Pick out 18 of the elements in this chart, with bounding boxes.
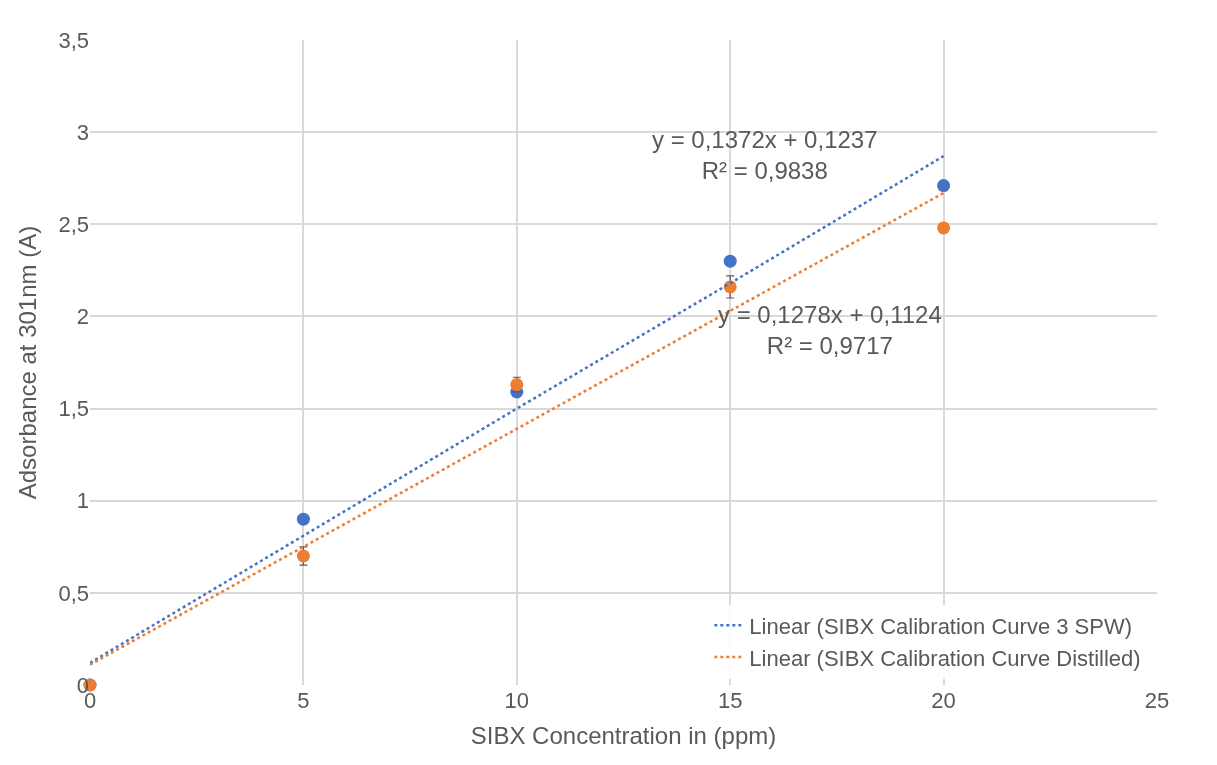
annotation: y = 0,1278x + 0,1124 R² = 0,9717 bbox=[718, 301, 942, 360]
y-tick-label: 1,5 bbox=[58, 396, 89, 422]
x-tick-label: 5 bbox=[297, 688, 310, 713]
y-tick-label: 2 bbox=[76, 304, 89, 330]
legend-label: Linear (SIBX Calibration Curve 3 SPW) bbox=[749, 613, 1133, 639]
legend-label: Linear (SIBX Calibration Curve Distilled) bbox=[749, 645, 1141, 671]
y-tick-label: 3,5 bbox=[58, 27, 89, 53]
x-tick-label: 20 bbox=[931, 688, 956, 713]
y-tick-label: 0,5 bbox=[58, 580, 89, 606]
annotation: y = 0,1372x + 0,1237 R² = 0,9838 bbox=[652, 126, 878, 185]
x-tick-label: 25 bbox=[1144, 688, 1170, 713]
y-tick-label: 2,5 bbox=[58, 211, 89, 237]
x-axis-title: SIBX Concentration in (ppm) bbox=[470, 722, 777, 750]
y-tick-label: 3 bbox=[76, 119, 89, 145]
y-axis-title: Adsorbance at 301nm (A) bbox=[13, 225, 41, 500]
y-tick-label: 1 bbox=[76, 488, 89, 514]
x-tick-label: 10 bbox=[504, 688, 530, 713]
x-tick-label: 15 bbox=[717, 688, 743, 713]
